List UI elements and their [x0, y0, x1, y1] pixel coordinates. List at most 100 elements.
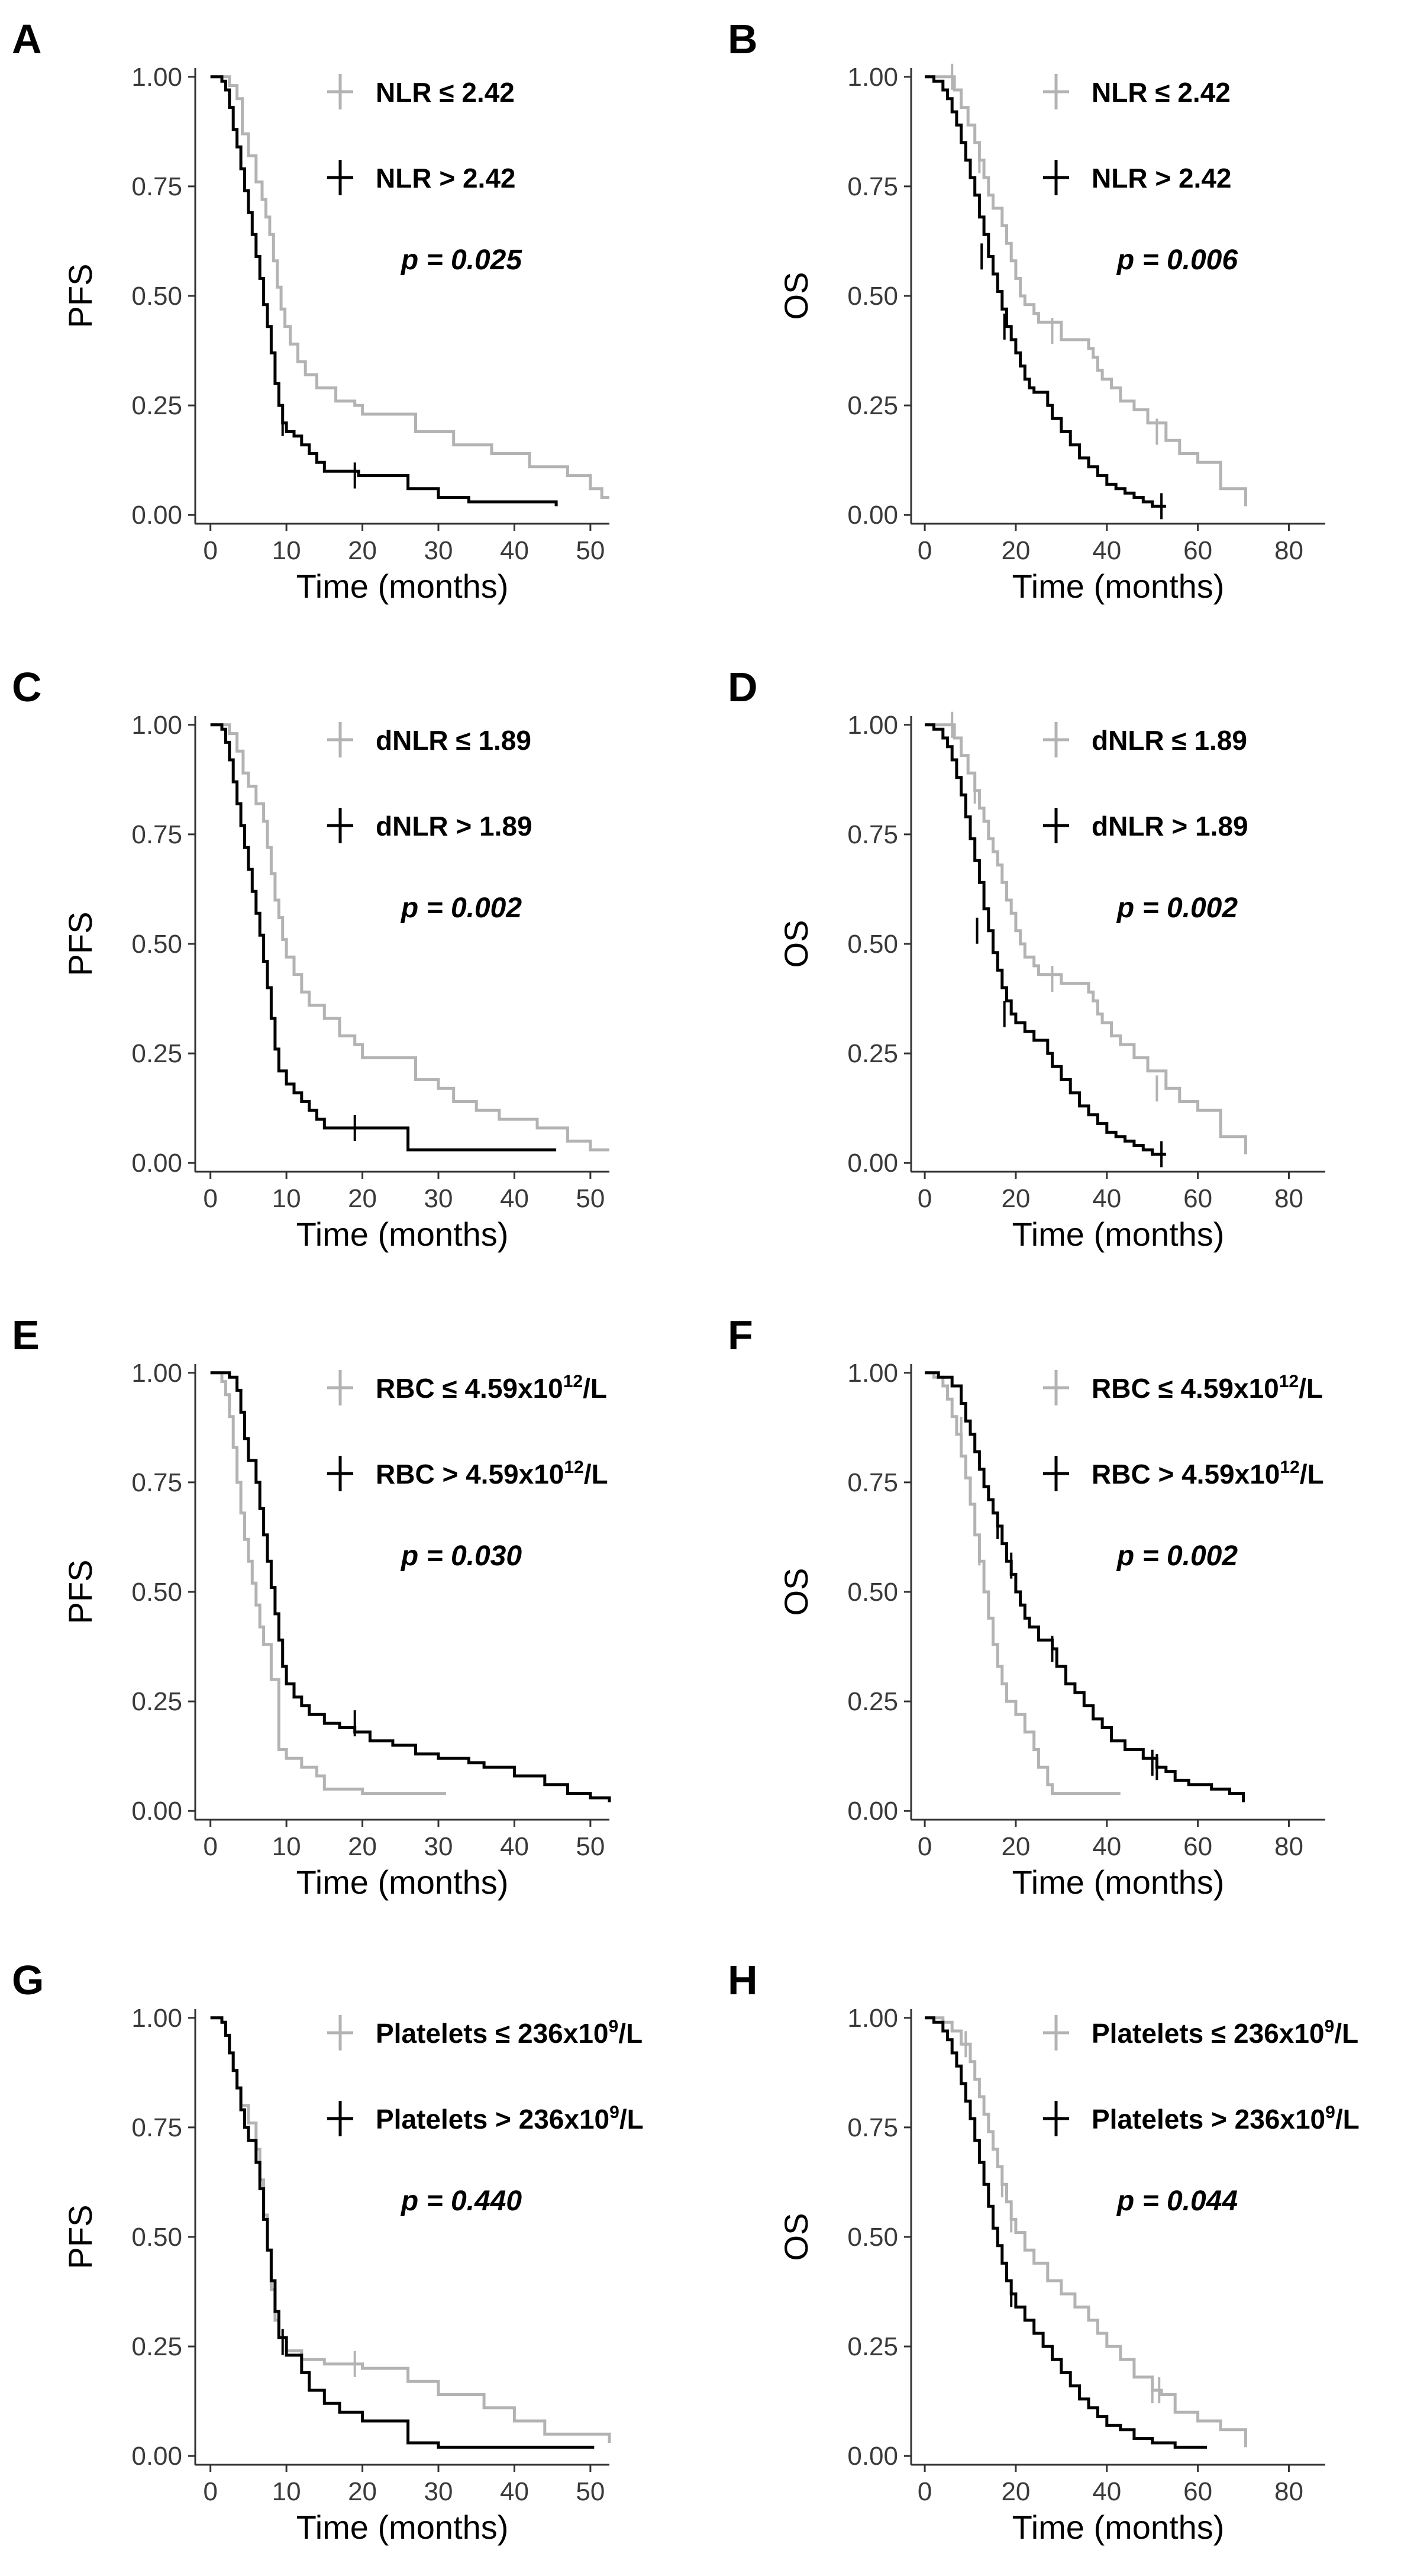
x-tick-label: 10 [272, 536, 301, 565]
x-tick-label: 20 [1001, 536, 1030, 565]
x-tick-label: 0 [203, 536, 217, 565]
y-tick-label: 0.75 [847, 820, 898, 849]
y-tick-label: 0.25 [131, 2332, 182, 2361]
y-tick-label: 0.25 [847, 1039, 898, 1068]
legend-label-superscript: 12 [1279, 1372, 1299, 1391]
x-tick-label: 30 [424, 536, 453, 565]
legend-label: RBC > 4.59x1012/L [376, 1458, 608, 1489]
y-tick-label: 0.50 [847, 2223, 898, 2252]
panel-e: E 0.00 0.25 0.50 0.75 1.00 0 10 20 30 40 50 Time (mo… [12, 1312, 611, 1901]
x-tick-label: 40 [1092, 1184, 1121, 1213]
x-tick-label: 80 [1274, 1184, 1303, 1213]
x-tick-label: 60 [1183, 1832, 1212, 1861]
legend-label-superscript: 9 [609, 2017, 619, 2036]
y-tick-label: 0.50 [847, 282, 898, 311]
panel-f: F 0.00 0.25 0.50 0.75 1.00 0 20 40 60 80 Time (mont… [728, 1312, 1325, 1901]
p-value: p = 0.030 [400, 1540, 522, 1572]
x-tick-label: 50 [576, 1184, 605, 1213]
y-tick-label: 0.50 [131, 930, 182, 959]
panel-letter: H [728, 1957, 758, 2003]
km-curve-series-2 [210, 75, 558, 507]
x-axis-title: Time (months) [1012, 568, 1225, 605]
legend-label-base: dNLR > 1.89 [376, 811, 532, 842]
legend-label-unit: /L [1334, 2018, 1358, 2049]
y-tick-label: 1.00 [131, 711, 182, 740]
km-curve-series-1 [925, 2016, 1247, 2448]
legend-label: NLR > 2.42 [376, 163, 516, 194]
panel-letter: F [728, 1312, 753, 1358]
x-tick-label: 20 [1001, 1832, 1030, 1861]
y-tick-label: 0.00 [847, 1797, 898, 1826]
y-tick-label: 1.00 [847, 2004, 898, 2033]
x-axis-title: Time (months) [296, 1864, 509, 1901]
x-tick-label: 30 [424, 1184, 453, 1213]
legend-label-unit: /L [1300, 1459, 1324, 1489]
y-tick-label: 1.00 [131, 1359, 182, 1388]
y-tick-label: 0.50 [131, 2223, 182, 2252]
x-tick-label: 40 [1092, 536, 1121, 565]
y-tick-label: 0.25 [131, 1039, 182, 1068]
legend-label-base: RBC > 4.59x10 [376, 1459, 564, 1489]
y-tick-label: 0.00 [847, 501, 898, 530]
legend-label-superscript: 12 [563, 1372, 583, 1391]
legend-label-superscript: 12 [564, 1458, 583, 1477]
x-tick-label: 30 [424, 2477, 453, 2506]
y-axis-title: OS [777, 1568, 815, 1616]
legend-label: Platelets > 236x109/L [376, 2103, 644, 2135]
y-tick-label: 1.00 [847, 1359, 898, 1388]
panel-d: D 0.00 0.25 0.50 0.75 1.00 0 20 40 60 80 Time (mont… [728, 664, 1325, 1253]
y-axis-title: OS [777, 920, 815, 968]
km-curve-series-1 [925, 75, 1247, 507]
x-tick-label: 80 [1274, 1832, 1303, 1861]
x-tick-label: 20 [1001, 1184, 1030, 1213]
x-tick-label: 40 [500, 2477, 529, 2506]
legend-label-base: dNLR ≤ 1.89 [1092, 725, 1247, 756]
legend-label-base: NLR ≤ 2.42 [1092, 77, 1231, 108]
legend-label-superscript: 9 [1325, 2103, 1335, 2122]
p-value: p = 0.002 [400, 892, 522, 924]
x-axis-title: Time (months) [1012, 1864, 1225, 1901]
x-tick-label: 40 [500, 1184, 529, 1213]
legend-label: dNLR ≤ 1.89 [1092, 725, 1247, 756]
legend-label-unit: /L [583, 1373, 607, 1404]
legend-label: Platelets ≤ 236x109/L [376, 2017, 643, 2049]
x-tick-label: 60 [1183, 536, 1212, 565]
km-curve-series-2 [210, 1371, 611, 1803]
x-tick-label: 0 [918, 1832, 932, 1861]
y-tick-label: 1.00 [847, 63, 898, 92]
x-tick-label: 40 [1092, 1832, 1121, 1861]
legend-label-superscript: 9 [609, 2103, 619, 2122]
y-tick-label: 0.75 [847, 1468, 898, 1497]
legend-label-base: dNLR > 1.89 [1092, 811, 1248, 842]
y-axis-title: OS [777, 272, 815, 320]
y-axis-title: PFS [62, 1560, 99, 1624]
y-tick-label: 0.75 [847, 172, 898, 201]
panel-letter: B [728, 16, 758, 62]
legend-label-base: RBC ≤ 4.59x10 [376, 1373, 563, 1404]
p-value: p = 0.044 [1116, 2185, 1238, 2217]
y-tick-label: 0.00 [847, 1149, 898, 1178]
km-curve-series-2 [925, 1371, 1245, 1803]
x-tick-label: 20 [348, 1184, 377, 1213]
p-value: p = 0.002 [1116, 892, 1238, 924]
legend-label: RBC > 4.59x1012/L [1092, 1458, 1324, 1489]
x-tick-label: 80 [1274, 2477, 1303, 2506]
km-curve-series-2 [210, 723, 557, 1152]
y-tick-label: 0.75 [131, 2113, 182, 2142]
legend-label-unit: /L [584, 1459, 608, 1489]
legend-label-base: RBC ≤ 4.59x10 [1092, 1373, 1279, 1404]
legend-label-superscript: 9 [1325, 2017, 1335, 2036]
panel-letter: C [12, 664, 42, 710]
y-tick-label: 0.00 [131, 501, 182, 530]
p-value: p = 0.006 [1116, 244, 1238, 276]
panel-h: H 0.00 0.25 0.50 0.75 1.00 0 20 40 60 80 Time (mont… [728, 1957, 1360, 2546]
km-curve-series-2 [210, 2016, 595, 2449]
x-tick-label: 20 [1001, 2477, 1030, 2506]
x-tick-label: 0 [918, 1184, 932, 1213]
y-tick-label: 0.00 [131, 1797, 182, 1826]
panel-b: B 0.00 0.25 0.50 0.75 1.00 0 20 40 60 80 Time (mont… [728, 16, 1325, 605]
legend-label-base: dNLR ≤ 1.89 [376, 725, 531, 756]
y-tick-label: 0.00 [847, 2442, 898, 2471]
legend-label-base: Platelets ≤ 236x10 [376, 2018, 609, 2049]
km-curve-series-1 [210, 2016, 611, 2443]
